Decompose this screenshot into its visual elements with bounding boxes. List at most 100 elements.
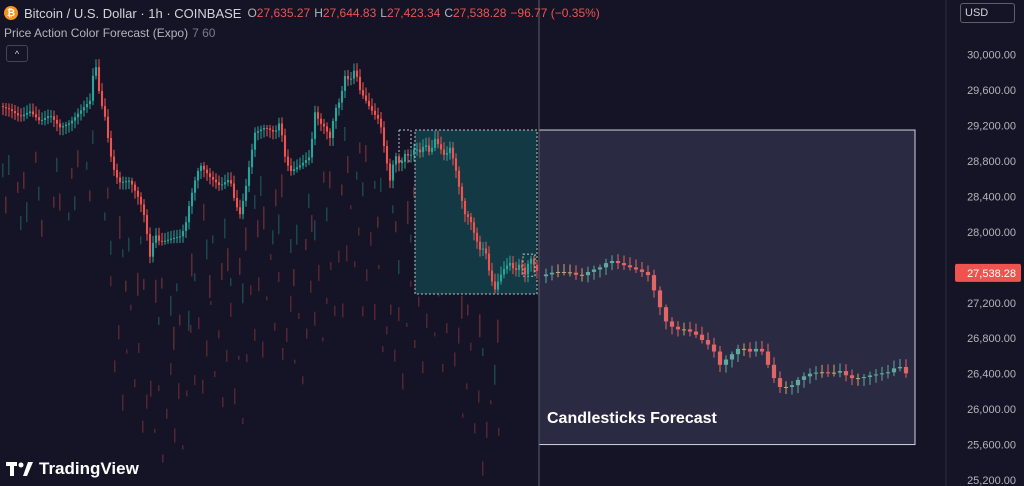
- historical-candle: [205, 169, 209, 174]
- ghost-bar: [56, 157, 58, 172]
- ghost-bar: [122, 249, 124, 258]
- forecast-candle: [753, 348, 759, 352]
- historical-candle: [319, 118, 323, 124]
- ghost-bar: [170, 363, 172, 376]
- ghost-bar: [146, 394, 148, 409]
- historical-candle: [535, 264, 539, 271]
- ghost-bar: [462, 413, 464, 418]
- forecast-candle: [873, 374, 879, 376]
- historical-candle: [511, 262, 515, 269]
- ghost-bar: [203, 203, 205, 221]
- ghost-bar: [122, 394, 124, 411]
- ghost-bar: [258, 277, 260, 292]
- symbol-title[interactable]: Bitcoin / U.S. Dollar · 1h · COINBASE: [24, 5, 242, 21]
- historical-candle: [349, 78, 353, 80]
- currency-selector[interactable]: USD: [960, 3, 1015, 23]
- historical-candle: [94, 67, 98, 76]
- ghost-bar: [466, 383, 468, 390]
- historical-candle: [43, 118, 47, 120]
- ohlc-key: O: [247, 6, 257, 20]
- forecast-candle: [789, 385, 795, 387]
- historical-candle: [313, 112, 317, 139]
- ghost-bar: [130, 304, 132, 311]
- ghost-bar: [418, 296, 420, 307]
- historical-candle: [31, 111, 35, 115]
- ohlc-item: H27,644.83: [314, 6, 376, 20]
- historical-candle: [502, 269, 506, 275]
- forecast-candle: [657, 290, 663, 308]
- forecast-candle: [867, 375, 873, 378]
- historical-candle: [469, 216, 473, 223]
- ghost-bar: [77, 150, 79, 168]
- y-tick-label: 28,800.00: [967, 156, 1016, 168]
- ghost-bar: [270, 254, 272, 261]
- historical-candle: [217, 182, 221, 185]
- historical-candle: [310, 138, 314, 158]
- ghost-bar: [338, 250, 340, 263]
- y-tick-label: 26,800.00: [967, 333, 1016, 345]
- ghost-bar: [386, 326, 388, 335]
- historical-candle: [268, 128, 272, 131]
- historical-candle: [283, 135, 287, 157]
- ghost-bar: [178, 383, 180, 400]
- historical-candle: [247, 167, 251, 186]
- ghost-bar: [230, 277, 232, 286]
- ghost-bar: [173, 326, 175, 350]
- historical-candle: [379, 118, 383, 128]
- historical-candle: [220, 184, 224, 186]
- historical-candle: [85, 103, 89, 108]
- ghost-bar: [266, 296, 268, 301]
- historical-candle: [145, 215, 149, 234]
- forecast-candle: [591, 269, 597, 272]
- historical-candles: [1, 59, 539, 294]
- ohlc-value: 27,538.28: [453, 6, 507, 20]
- ghost-bar: [114, 360, 116, 373]
- forecast-candle: [669, 321, 675, 327]
- historical-candle: [460, 186, 464, 201]
- indicator-legend[interactable]: Price Action Color Forecast (Expo) 7 60: [4, 26, 215, 40]
- historical-candle: [163, 240, 167, 242]
- historical-candle: [28, 111, 32, 114]
- forecast-candle: [567, 272, 573, 274]
- ghost-bar: [26, 202, 28, 223]
- ghost-bar: [305, 239, 307, 251]
- historical-candle: [385, 145, 389, 164]
- y-tick-label: 27,200.00: [967, 298, 1016, 310]
- historical-candle: [274, 130, 278, 132]
- ghost-bar: [89, 190, 91, 202]
- historical-candle: [394, 156, 398, 165]
- ghost-bar: [155, 279, 157, 303]
- historical-candle: [298, 165, 302, 168]
- forecast-candle: [771, 364, 777, 379]
- historical-candle: [7, 108, 11, 110]
- ghost-bar: [224, 218, 226, 239]
- ghost-bar: [342, 303, 344, 318]
- historical-candle: [61, 126, 65, 128]
- historical-candle: [238, 207, 242, 215]
- forecast-candle: [879, 373, 885, 375]
- ghost-bar: [23, 171, 25, 189]
- historical-candle: [448, 147, 452, 154]
- historical-candle: [337, 102, 341, 108]
- ghost-bar: [329, 171, 331, 189]
- historical-candle: [346, 75, 350, 80]
- forecast-candle: [819, 372, 825, 374]
- ghost-bar: [467, 304, 469, 316]
- ghost-bar: [293, 269, 295, 287]
- forecast-candle: [603, 263, 609, 268]
- forecast-candle: [723, 359, 729, 365]
- ohlc-value: 27,635.27: [256, 6, 311, 20]
- historical-candle: [370, 106, 374, 111]
- collapse-legend-button[interactable]: ^: [6, 45, 28, 62]
- ghost-bar: [166, 408, 168, 419]
- historical-candle: [151, 242, 155, 257]
- forecast-candle: [651, 275, 657, 291]
- price-axis[interactable]: 30,000.00 29,600.00 29,200.00 28,800.00 28,4…: [955, 50, 1021, 486]
- historical-candle: [202, 165, 206, 170]
- ghost-bar: [188, 310, 190, 331]
- forecast-candle: [561, 271, 567, 273]
- historical-candle: [304, 160, 308, 163]
- ghost-bar: [322, 337, 324, 342]
- historical-candle: [295, 167, 299, 170]
